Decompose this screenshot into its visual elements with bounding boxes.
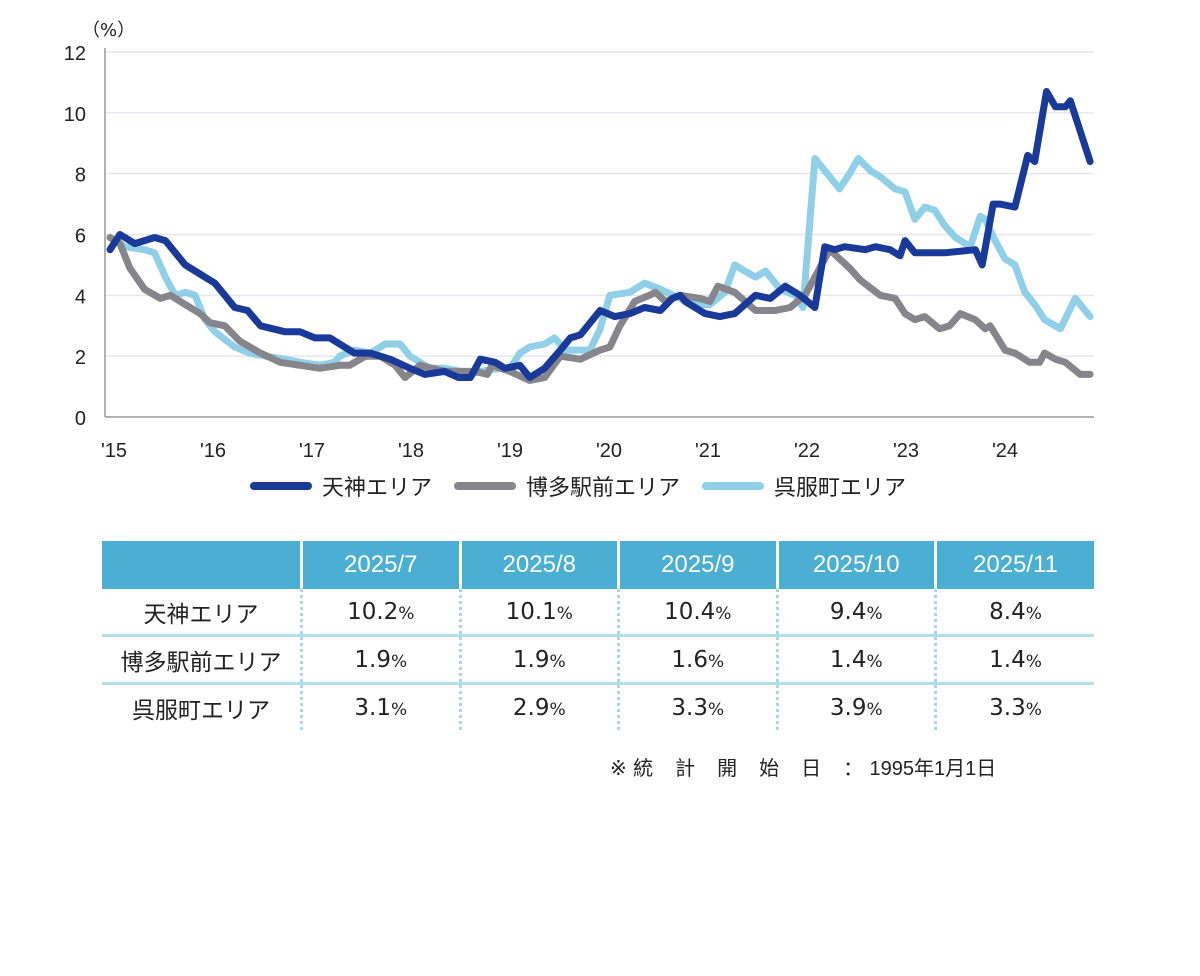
- cell-value: 3.3: [989, 694, 1026, 721]
- cell-value: 9.4: [829, 598, 867, 625]
- row-label: 呉服町エリア: [102, 682, 302, 730]
- table-row: 呉服町エリア 3.1% 2.9% 3.3% 3.9% 3.3%: [102, 682, 1094, 730]
- y-tick-label: 4: [75, 286, 86, 308]
- cell-unit: %: [390, 699, 408, 720]
- cell-value: 10.2: [347, 598, 399, 625]
- x-tick-label: '19: [497, 440, 523, 462]
- cell-unit: %: [1025, 603, 1042, 624]
- cell-value: 1.9: [354, 646, 391, 673]
- table-cell: 1.9%: [300, 634, 460, 684]
- cell-unit: %: [707, 699, 725, 720]
- y-tick-label: 8: [75, 165, 86, 187]
- cell-value: 3.3: [671, 694, 708, 721]
- table-cell: 3.9%: [775, 682, 936, 730]
- series-line-0: [106, 88, 1094, 381]
- table-header: 2025/10: [775, 541, 936, 589]
- cell-unit: %: [707, 651, 725, 672]
- table-cell: 2.9%: [458, 682, 619, 730]
- cell-unit: %: [549, 699, 566, 720]
- note-value: 1995年1月1日: [869, 758, 997, 780]
- table-cell: 3.3%: [934, 682, 1094, 730]
- series-line-2: [106, 155, 1094, 378]
- cell-value: 3.9: [829, 694, 867, 721]
- table-cell: 9.4%: [775, 589, 936, 636]
- cell-unit: %: [866, 651, 883, 672]
- cell-value: 1.4: [989, 646, 1026, 673]
- chart-legend: 天神エリア 博多駅前エリア 呉服町エリア: [250, 470, 928, 502]
- cell-unit: %: [390, 651, 408, 672]
- legend-label: 天神エリア: [322, 476, 433, 501]
- legend-label: 博多駅前エリア: [526, 476, 681, 501]
- table-row: 博多駅前エリア 1.9% 1.9% 1.6% 1.4% 1.4%: [102, 634, 1094, 684]
- legend-item-tenjin: 天神エリア: [250, 470, 432, 502]
- table-cell: 1.4%: [775, 634, 936, 684]
- cell-value: 3.1: [354, 694, 391, 721]
- y-axis-unit-label: （%）: [82, 20, 135, 41]
- legend-swatch: [250, 482, 312, 490]
- y-tick-label: 2: [75, 347, 86, 369]
- x-tick-label: '20: [596, 440, 622, 462]
- x-tick-label: '16: [200, 440, 226, 462]
- line-chart: 0 2 4 6 8 10 12（%） '15 '16 '17 '18 '19 '20 '21 '22 '23 '…: [64, 20, 1094, 462]
- x-tick-label: '18: [398, 440, 424, 462]
- legend-item-gofukumachi: 呉服町エリア: [702, 470, 906, 502]
- x-tick-label: '15: [101, 440, 127, 462]
- cell-unit: %: [1025, 699, 1042, 720]
- table-cell: 3.3%: [617, 682, 777, 730]
- table-cell: 1.9%: [458, 634, 619, 684]
- note-prefix: ※: [610, 756, 627, 780]
- x-tick-label: '17: [299, 440, 325, 462]
- cell-value: 10.1: [505, 598, 557, 625]
- cell-value: 8.4: [989, 598, 1026, 625]
- table-header-row: 2025/7 2025/8 2025/9 2025/10 2025/11: [102, 541, 1094, 589]
- cell-value: 1.9: [512, 646, 550, 673]
- table-row: 天神エリア 10.2% 10.1% 10.4% 9.4% 8.4%: [102, 589, 1094, 636]
- cell-unit: %: [866, 699, 883, 720]
- y-tick-label: 6: [75, 226, 86, 248]
- note-separator: ：: [843, 756, 864, 780]
- note-label: 統計開始日: [633, 756, 844, 780]
- footnote: ※ 統計開始日： 1995年1月1日: [610, 752, 996, 781]
- cell-unit: %: [549, 651, 566, 672]
- table-header: 2025/9: [617, 541, 777, 589]
- cell-value: 1.6: [671, 646, 708, 673]
- cell-unit: %: [556, 603, 573, 624]
- table-cell: 8.4%: [934, 589, 1094, 636]
- cell-value: 2.9: [512, 694, 550, 721]
- table-cell: 1.6%: [617, 634, 777, 684]
- cell-unit: %: [1025, 651, 1042, 672]
- row-label: 博多駅前エリア: [102, 634, 302, 684]
- cell-unit: %: [715, 603, 732, 624]
- y-tick-label: 0: [75, 408, 86, 430]
- series-line-1: [106, 234, 1094, 384]
- x-tick-label: '23: [893, 440, 919, 462]
- table-cell: 10.2%: [300, 589, 460, 636]
- table-header: [102, 541, 302, 589]
- legend-swatch: [454, 482, 517, 490]
- table-cell: 10.4%: [617, 589, 777, 636]
- legend-item-hakata: 博多駅前エリア: [454, 470, 680, 502]
- table-header: 2025/11: [934, 541, 1094, 589]
- x-tick-label: '22: [794, 440, 820, 462]
- table-cell: 3.1%: [300, 682, 460, 730]
- table-header: 2025/7: [300, 541, 460, 589]
- table-header: 2025/8: [458, 541, 619, 589]
- x-tick-label: '21: [695, 440, 721, 462]
- y-tick-label: 10: [64, 104, 86, 126]
- cell-unit: %: [398, 603, 415, 624]
- y-tick-label: 12: [64, 43, 86, 65]
- legend-label: 呉服町エリア: [774, 476, 907, 501]
- cell-unit: %: [866, 603, 883, 624]
- cell-value: 10.4: [664, 598, 716, 625]
- cell-value: 1.4: [829, 646, 867, 673]
- table-cell: 1.4%: [934, 634, 1094, 684]
- row-label: 天神エリア: [143, 601, 259, 628]
- legend-swatch: [702, 482, 765, 490]
- table-cell: 10.1%: [458, 589, 619, 636]
- vacancy-table: 2025/7 2025/8 2025/9 2025/10 2025/11 天神エ…: [102, 541, 1094, 730]
- x-tick-label: '24: [992, 440, 1018, 462]
